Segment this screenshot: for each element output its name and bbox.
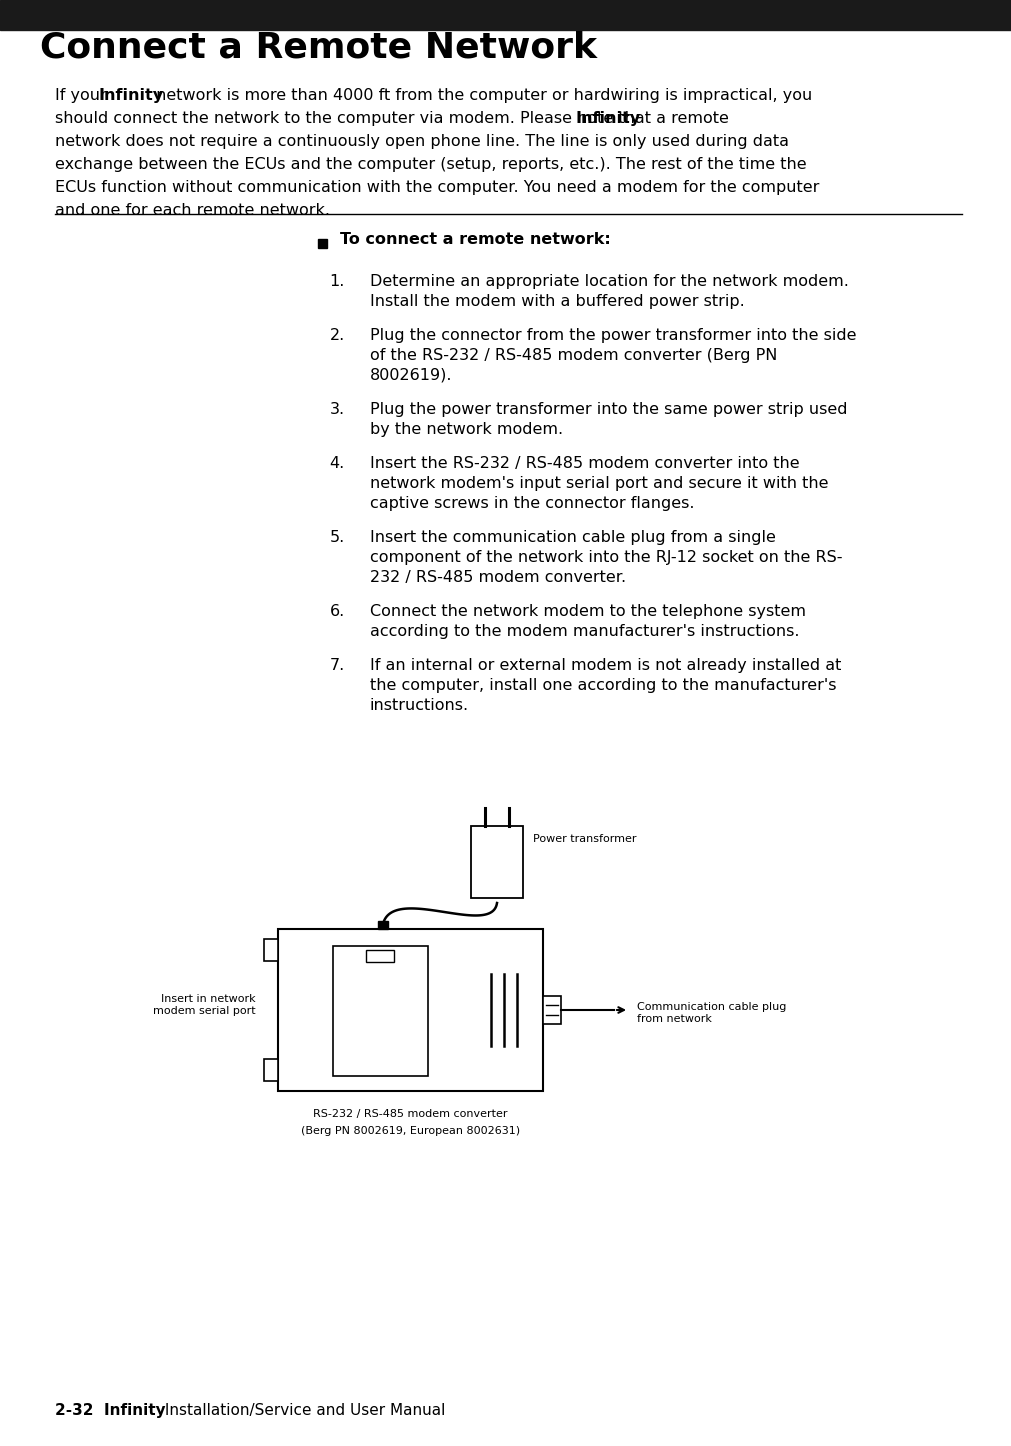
Text: component of the network into the RJ-12 socket on the RS-: component of the network into the RJ-12 … — [370, 549, 842, 565]
Text: Install the modem with a buffered power strip.: Install the modem with a buffered power … — [370, 294, 744, 309]
Text: by the network modem.: by the network modem. — [370, 422, 562, 437]
Text: 2.: 2. — [330, 328, 345, 343]
Text: 4.: 4. — [330, 455, 345, 471]
Text: instructions.: instructions. — [370, 698, 469, 713]
Text: network is more than 4000 ft from the computer or hardwiring is impractical, you: network is more than 4000 ft from the co… — [151, 88, 812, 103]
Text: 2-32  Infinity: 2-32 Infinity — [55, 1403, 166, 1419]
Text: the computer, install one according to the manufacturer's: the computer, install one according to t… — [370, 678, 836, 693]
Bar — [278, 928, 543, 1090]
Bar — [264, 938, 278, 962]
Text: of the RS-232 / RS-485 modem converter (Berg PN: of the RS-232 / RS-485 modem converter (… — [370, 348, 776, 363]
Text: Communication cable plug
from network: Communication cable plug from network — [636, 1002, 786, 1024]
Bar — [317, 239, 327, 247]
Text: Plug the connector from the power transformer into the side: Plug the connector from the power transf… — [370, 328, 855, 343]
Text: To connect a remote network:: To connect a remote network: — [340, 233, 611, 247]
Bar — [543, 996, 560, 1024]
Text: Infinity: Infinity — [99, 88, 164, 103]
Text: 3.: 3. — [330, 402, 345, 416]
Text: according to the modem manufacturer's instructions.: according to the modem manufacturer's in… — [370, 625, 799, 639]
Text: Connect a Remote Network: Connect a Remote Network — [40, 30, 596, 65]
Text: 8002619).: 8002619). — [370, 367, 452, 383]
Text: Connect the network modem to the telephone system: Connect the network modem to the telepho… — [370, 604, 805, 619]
Text: should connect the network to the computer via modem. Please note that a remote: should connect the network to the comput… — [55, 111, 733, 126]
Text: network modem's input serial port and secure it with the: network modem's input serial port and se… — [370, 476, 828, 492]
Text: 5.: 5. — [330, 531, 345, 545]
Text: 6.: 6. — [330, 604, 345, 619]
Text: Insert the RS-232 / RS-485 modem converter into the: Insert the RS-232 / RS-485 modem convert… — [370, 455, 799, 471]
Text: 232 / RS-485 modem converter.: 232 / RS-485 modem converter. — [370, 570, 626, 586]
Bar — [333, 946, 428, 1076]
Text: Installation/Service and User Manual: Installation/Service and User Manual — [160, 1403, 445, 1419]
Text: exchange between the ECUs and the computer (setup, reports, etc.). The rest of t: exchange between the ECUs and the comput… — [55, 158, 806, 172]
Text: If an internal or external modem is not already installed at: If an internal or external modem is not … — [370, 658, 840, 672]
Text: Infinity: Infinity — [575, 111, 641, 126]
Text: and one for each remote network.: and one for each remote network. — [55, 202, 330, 218]
Text: Determine an appropriate location for the network modem.: Determine an appropriate location for th… — [370, 273, 848, 289]
Text: network does not require a continuously open phone line. The line is only used d: network does not require a continuously … — [55, 134, 789, 149]
Bar — [470, 826, 523, 898]
Bar — [378, 921, 387, 928]
Text: Power transformer: Power transformer — [533, 834, 636, 844]
Text: (Berg PN 8002619, European 8002631): (Berg PN 8002619, European 8002631) — [300, 1126, 520, 1137]
Text: ECUs function without communication with the computer. You need a modem for the : ECUs function without communication with… — [55, 179, 819, 195]
Text: RS-232 / RS-485 modem converter: RS-232 / RS-485 modem converter — [313, 1109, 508, 1119]
Text: Insert in network
modem serial port: Insert in network modem serial port — [154, 995, 256, 1015]
Text: Insert the communication cable plug from a single: Insert the communication cable plug from… — [370, 531, 775, 545]
Text: Plug the power transformer into the same power strip used: Plug the power transformer into the same… — [370, 402, 846, 416]
Text: 1.: 1. — [330, 273, 345, 289]
Text: If your: If your — [55, 88, 112, 103]
Bar — [366, 950, 394, 962]
Text: captive screws in the connector flanges.: captive screws in the connector flanges. — [370, 496, 694, 510]
Bar — [264, 1058, 278, 1082]
Bar — [0, 0, 1011, 30]
Text: 7.: 7. — [330, 658, 345, 672]
